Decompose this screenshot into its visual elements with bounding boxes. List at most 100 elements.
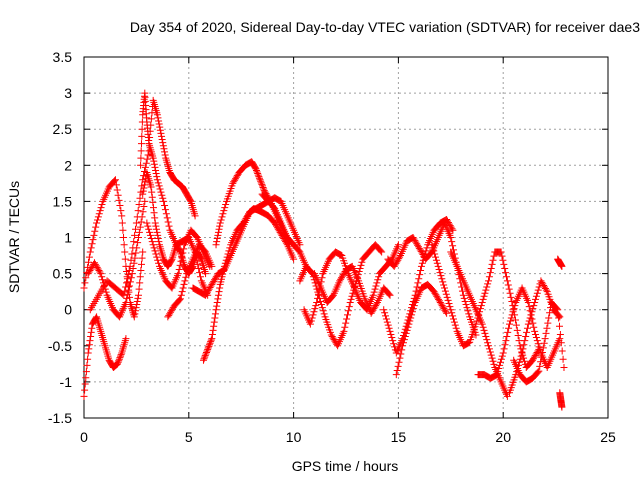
data-point <box>126 278 134 286</box>
data-point <box>338 272 346 280</box>
data-point <box>165 222 173 230</box>
y-axis-label: SDTVAR / TECUs <box>6 181 22 293</box>
satellite-track-26 <box>556 389 566 411</box>
data-point <box>348 292 356 300</box>
data-point <box>501 264 509 272</box>
data-point <box>152 250 160 258</box>
data-point <box>273 224 281 232</box>
data-point <box>144 151 152 159</box>
data-point <box>501 341 509 349</box>
data-point <box>132 249 140 257</box>
data-point <box>538 353 546 361</box>
data-point <box>531 298 539 306</box>
data-point <box>120 241 128 249</box>
data-point <box>93 219 101 227</box>
data-point <box>122 298 130 306</box>
data-point <box>529 355 537 363</box>
data-point <box>111 177 119 185</box>
data-point <box>437 300 445 308</box>
data-point <box>433 292 441 300</box>
data-point <box>410 302 418 310</box>
data-point <box>343 315 351 323</box>
x-axis-label: GPS time / hours <box>292 458 399 474</box>
data-point <box>146 133 154 141</box>
data-point <box>408 311 416 319</box>
x-tick-label: 5 <box>185 429 193 445</box>
data-point <box>441 287 449 295</box>
data-point <box>408 308 416 316</box>
data-point <box>502 337 510 345</box>
data-point <box>507 293 515 301</box>
data-point <box>154 231 162 239</box>
data-point <box>485 342 493 350</box>
data-point <box>448 309 456 317</box>
data-point <box>150 157 158 165</box>
data-point <box>134 234 142 241</box>
data-point <box>540 339 548 347</box>
data-point <box>460 294 468 302</box>
data-point <box>413 240 421 248</box>
data-point <box>528 308 536 316</box>
data-point <box>90 231 98 239</box>
data-point <box>196 269 204 277</box>
data-point <box>445 300 453 308</box>
data-point <box>161 202 169 210</box>
data-point <box>114 358 122 366</box>
satellite-track-24 <box>510 298 568 386</box>
data-point <box>541 285 549 293</box>
data-point <box>82 374 90 382</box>
data-point <box>499 349 507 357</box>
data-point <box>165 311 173 319</box>
x-tick-label: 20 <box>495 429 511 445</box>
data-point <box>121 287 129 295</box>
data-point <box>135 285 143 293</box>
data-point <box>85 253 93 261</box>
data-point <box>399 342 407 350</box>
x-tick-label: 10 <box>286 429 302 445</box>
data-point <box>497 248 505 256</box>
data-point <box>486 269 494 277</box>
data-point <box>84 355 92 363</box>
data-point <box>260 185 268 193</box>
data-point <box>439 303 447 311</box>
data-point <box>143 219 151 227</box>
data-point <box>513 326 521 334</box>
data-point <box>502 273 510 281</box>
data-point <box>309 311 317 319</box>
data-point <box>252 166 260 174</box>
satellite-track-5 <box>137 89 212 299</box>
data-point <box>149 154 157 162</box>
data-point <box>343 311 351 319</box>
data-point <box>152 225 160 233</box>
data-point <box>191 212 199 220</box>
data-point <box>435 295 443 303</box>
data-point <box>208 335 216 343</box>
data-point <box>130 238 138 246</box>
data-point <box>97 270 105 278</box>
data-point <box>277 230 285 238</box>
data-point <box>481 329 489 337</box>
data-point <box>503 277 511 285</box>
data-point <box>542 329 550 337</box>
data-point <box>148 188 156 196</box>
data-point <box>500 345 508 353</box>
data-point <box>258 180 266 188</box>
data-point <box>430 247 438 255</box>
data-point <box>114 191 122 199</box>
data-point <box>529 356 537 364</box>
data-point <box>490 252 498 260</box>
data-point <box>175 265 183 273</box>
data-point <box>373 300 381 308</box>
data-point <box>522 333 530 341</box>
data-point <box>416 271 424 279</box>
data-point <box>390 340 398 348</box>
data-point <box>147 115 155 123</box>
data-point <box>176 261 184 269</box>
data-point <box>132 304 140 312</box>
data-point <box>177 291 185 299</box>
data-point <box>558 403 566 411</box>
data-point <box>489 256 497 264</box>
data-point <box>154 235 162 243</box>
data-point <box>313 298 321 306</box>
data-point <box>222 200 230 208</box>
